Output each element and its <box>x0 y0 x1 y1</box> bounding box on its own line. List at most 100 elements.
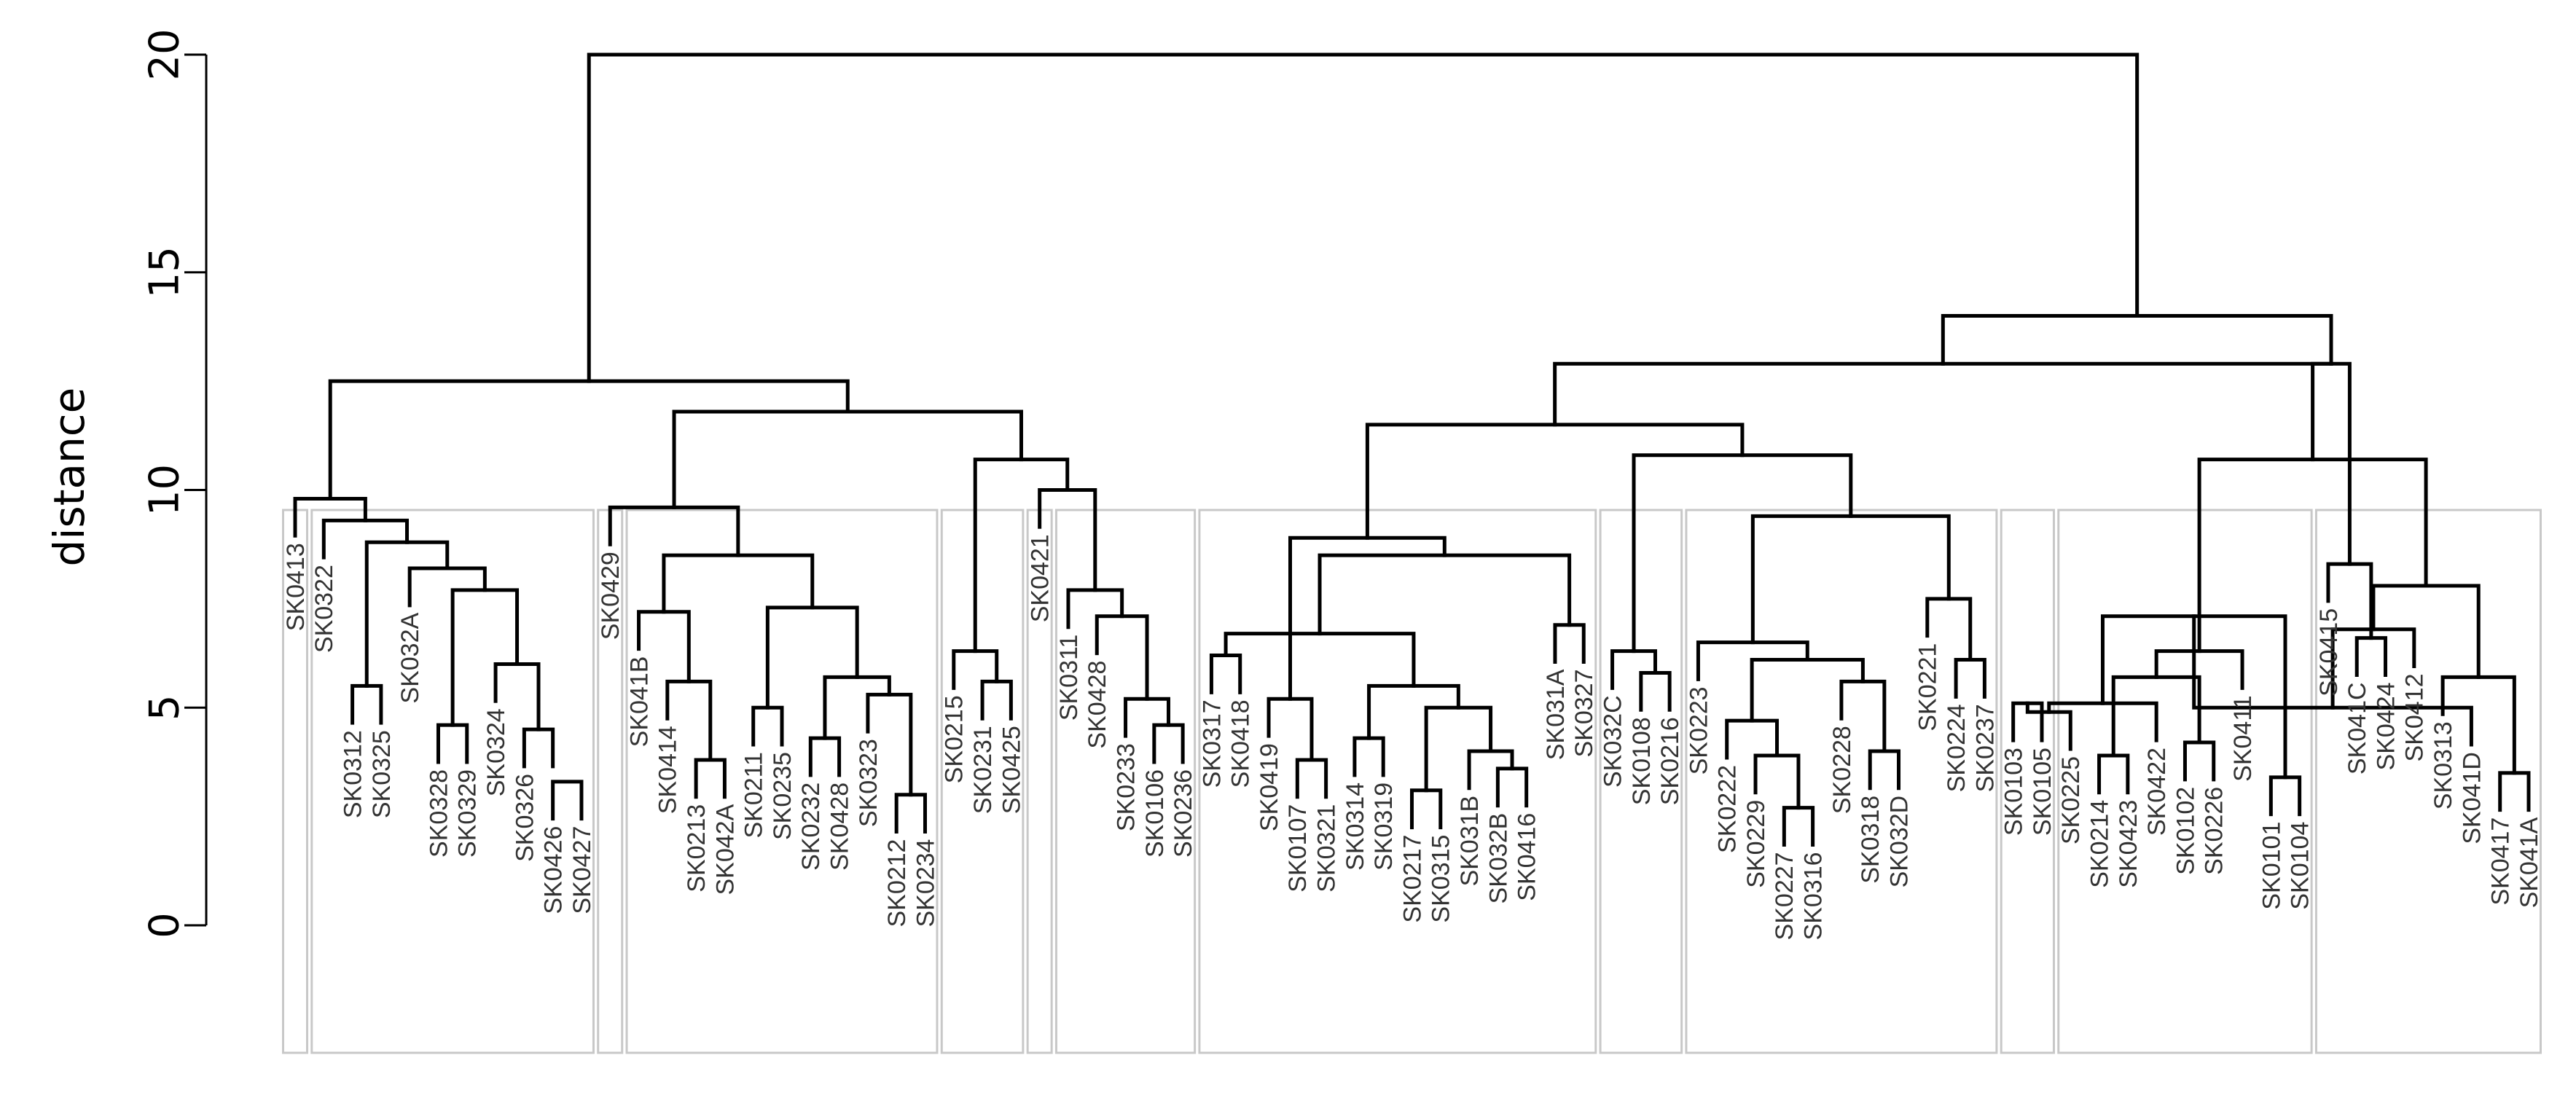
dendrogram-branch <box>2182 740 2216 782</box>
dendrogram-branch <box>1610 649 1658 690</box>
cluster-box <box>2000 509 2055 1054</box>
y-tick-label: 10 <box>141 464 189 516</box>
y-axis: 0 5 10 15 20 <box>141 28 208 938</box>
dendrogram-branch <box>1295 758 1328 799</box>
leaf-label: SK0233 <box>1112 743 1140 831</box>
leaf-label: SK0412 <box>2401 673 2429 761</box>
leaf-label: SK0327 <box>1570 670 1598 758</box>
leaf-label: SK0228 <box>1828 726 1856 814</box>
dendrogram-branch <box>293 496 367 538</box>
dendrogram-branch <box>1868 749 1901 791</box>
leaf-label: SK032D <box>1885 796 1913 888</box>
leaf-label: SK0422 <box>2143 748 2171 836</box>
leaf-label: SK0215 <box>941 695 968 783</box>
leaf-label: SK0223 <box>1685 686 1712 774</box>
leaf-label: SK0326 <box>511 774 539 862</box>
dendrogram-branch <box>1424 705 1493 793</box>
leaf-label: SK0235 <box>769 752 796 840</box>
leaf-label: SK0325 <box>368 730 396 818</box>
dendrogram-branch <box>2498 771 2531 812</box>
dendrogram-branch <box>1209 654 1242 694</box>
leaf-label: SK0315 <box>1428 835 1455 923</box>
leaf-label: SK0224 <box>1943 704 1970 792</box>
leaf-label: SK0411 <box>2229 695 2257 781</box>
cluster-box <box>1599 509 1683 1054</box>
cluster-box <box>1198 509 1597 1054</box>
dendrogram-branch <box>1318 553 1572 636</box>
dendrogram-branch <box>2097 753 2130 795</box>
leaf-label: SK0314 <box>1342 783 1369 871</box>
leaf-label: SK0426 <box>540 826 568 914</box>
leaf-label: SK041C <box>2344 682 2371 774</box>
leaf-label: SK032B <box>1484 813 1512 904</box>
leaf-label: SK042A <box>711 804 739 895</box>
cluster-box <box>940 509 1025 1054</box>
leaf-label: SK0227 <box>1771 852 1798 940</box>
dendrogram-branch <box>1352 736 1385 777</box>
dendrogram-branch <box>672 409 1023 509</box>
leaf-label: SK0427 <box>568 826 596 914</box>
leaf-label: SK0423 <box>2115 800 2142 888</box>
dendrogram-branch <box>823 675 891 740</box>
leaf-label: SK0329 <box>454 769 482 858</box>
cluster-box <box>1054 509 1197 1054</box>
dendrogram-branch <box>551 780 584 821</box>
leaf-label: SK0222 <box>1714 765 1742 853</box>
leaf-label: SK0213 <box>683 804 710 893</box>
leaf-label: SK0428 <box>826 783 854 871</box>
leaf-label: SK031B <box>1456 796 1484 887</box>
y-tick-label: 5 <box>141 694 189 721</box>
dendrogram-branch <box>1725 718 1780 760</box>
leaf-label: SK0418 <box>1227 699 1255 788</box>
leaf-label: SK0211 <box>740 752 768 838</box>
leaf-label: SK041A <box>2516 817 2543 908</box>
dendrogram-branch <box>1954 658 1986 699</box>
leaf-label: SK0319 <box>1370 783 1398 871</box>
leaf-label: SK0103 <box>2000 748 2028 836</box>
leaf-label: SK0226 <box>2201 787 2228 875</box>
leaf-label: SK0231 <box>969 726 997 814</box>
cluster-box <box>2314 509 2542 1054</box>
dendrogram-branch <box>1367 683 1460 740</box>
y-tick-label: 0 <box>141 912 189 938</box>
leaf-label: SK0312 <box>339 730 367 818</box>
dendrogram-branch <box>2311 361 2352 566</box>
leaf-label: SK0313 <box>2430 721 2457 809</box>
leaf-label: SK0416 <box>1514 813 1541 901</box>
dendrogram-branch <box>1553 623 1586 664</box>
leaf-label: SK0318 <box>1857 796 1884 884</box>
y-axis-label: distance <box>44 388 94 567</box>
leaf-label: SK0324 <box>482 708 510 796</box>
leaf-label: SK0212 <box>883 839 911 927</box>
dendrogram-branch <box>436 723 469 764</box>
dendrogram-branch <box>1941 314 2333 366</box>
leaf-label: SK0428 <box>1084 661 1111 749</box>
dendrogram-branch <box>522 727 555 769</box>
dendrogram-branch <box>608 505 740 557</box>
dendrogram-branch <box>1750 658 1865 723</box>
leaf-label: SK0108 <box>1628 717 1656 805</box>
dendrogram-branch <box>328 379 850 501</box>
y-tick-label: 20 <box>141 28 189 80</box>
leaf-label: SK0104 <box>2287 822 2314 910</box>
cluster-box <box>2057 509 2313 1054</box>
cluster-box <box>625 509 939 1054</box>
dendrogram-branch <box>407 566 487 608</box>
leaf-label: SK041B <box>625 656 653 748</box>
dendrogram-branch <box>351 683 383 725</box>
dendrogram-branch <box>1224 632 1416 688</box>
leaf-label: SK0316 <box>1800 852 1828 940</box>
leaf-label: SK0236 <box>1170 769 1197 858</box>
leaf-label: SK0311 <box>1055 635 1083 721</box>
dendrogram-branch <box>808 736 842 777</box>
dendrogram-branch <box>2268 775 2302 817</box>
leaf-label: SK032C <box>1599 695 1626 788</box>
leaf-label: SK0229 <box>1742 800 1770 888</box>
dendrogram-branch <box>1288 536 1446 701</box>
dendrogram-branch <box>587 52 2140 383</box>
leaf-label: SK0414 <box>654 726 682 814</box>
leaf-label: SK0321 <box>1313 804 1341 893</box>
leaf-label: SK0107 <box>1284 804 1312 893</box>
leaf-label: SK0214 <box>2086 800 2113 888</box>
